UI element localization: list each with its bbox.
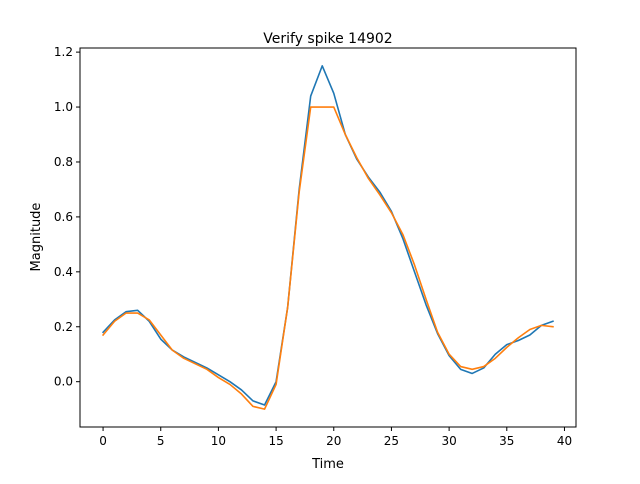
y-tick-label: 0.0 (54, 375, 73, 389)
x-tick-label: 15 (268, 434, 283, 448)
x-tick-label: 5 (157, 434, 165, 448)
y-tick-label: 0.8 (54, 155, 73, 169)
x-tick-label: 35 (499, 434, 514, 448)
y-axis-ticks: 0.0 0.2 0.4 0.6 0.8 1.0 1.2 (54, 45, 80, 389)
x-tick-label: 10 (211, 434, 226, 448)
chart-title: Verify spike 14902 (263, 31, 392, 47)
y-tick-label: 0.2 (54, 320, 73, 334)
y-tick-label: 1.0 (54, 100, 73, 114)
x-tick-label: 20 (326, 434, 341, 448)
axes-frame (79, 47, 577, 428)
x-tick-label: 25 (384, 434, 399, 448)
y-axis-label: Magnitude (29, 203, 44, 272)
y-tick-label: 0.4 (54, 265, 73, 279)
x-tick-label: 30 (441, 434, 456, 448)
y-tick-label: 1.2 (54, 45, 73, 59)
x-tick-label: 40 (557, 434, 572, 448)
y-tick-label: 0.6 (54, 210, 73, 224)
series-line-2 (101, 106, 554, 410)
x-axis-label: Time (311, 457, 344, 472)
x-tick-label: 0 (99, 434, 107, 448)
plot-lines (101, 65, 554, 410)
x-axis-ticks: 0 5 10 15 20 25 30 35 40 (99, 427, 572, 448)
